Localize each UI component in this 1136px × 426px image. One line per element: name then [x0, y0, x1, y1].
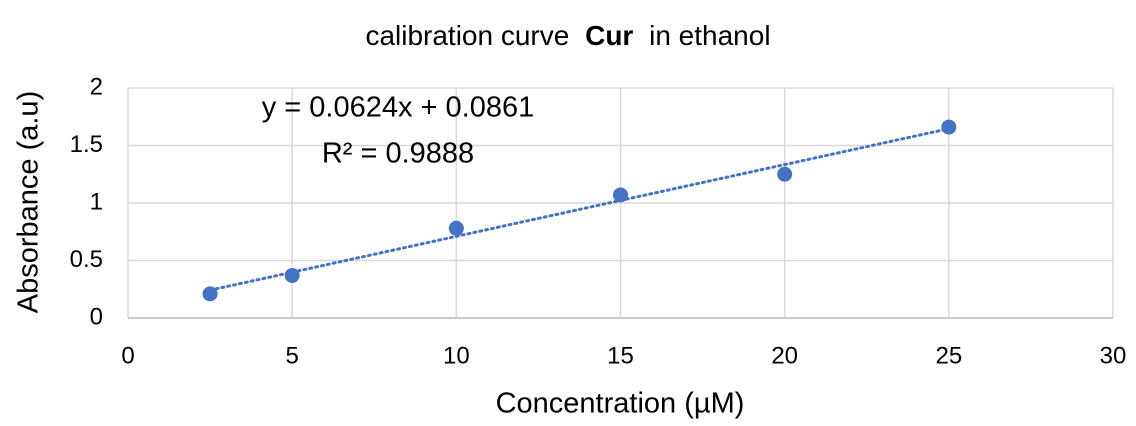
trendline: [208, 127, 951, 292]
y-tick-label: 1.5: [70, 131, 103, 158]
data-point: [202, 286, 218, 302]
data-point: [284, 267, 300, 283]
x-tick-label: 25: [935, 342, 962, 369]
y-tick-label: 0: [90, 303, 103, 330]
title-part: Cur: [585, 20, 633, 51]
trendline-r2: R² = 0.9888: [322, 138, 474, 170]
x-axis-title: Concentration (µM): [496, 388, 745, 420]
title-part: in ethanol: [649, 20, 770, 51]
data-point: [613, 187, 628, 203]
data-point: [941, 119, 957, 135]
x-tick-label: 10: [443, 342, 470, 369]
data-point: [777, 166, 793, 182]
chart-title: calibration curve Cur in ethanol: [365, 20, 770, 51]
y-tick-label: 2: [90, 73, 103, 100]
x-tick-label: 15: [607, 342, 634, 369]
x-tick-label: 5: [285, 342, 298, 369]
x-tick-label: 20: [771, 342, 798, 369]
data-point: [448, 220, 464, 236]
x-tick-label: 0: [121, 342, 134, 369]
y-axis-title: Absorbance (a.u): [13, 91, 45, 313]
plot: [202, 119, 957, 302]
x-tick-label: 30: [1100, 342, 1127, 369]
y-tick-label: 0.5: [70, 246, 103, 273]
y-tick-label: 1: [90, 188, 103, 215]
trendline-equation: y = 0.0624x + 0.0861: [262, 92, 535, 124]
title-part: calibration curve: [365, 20, 569, 51]
